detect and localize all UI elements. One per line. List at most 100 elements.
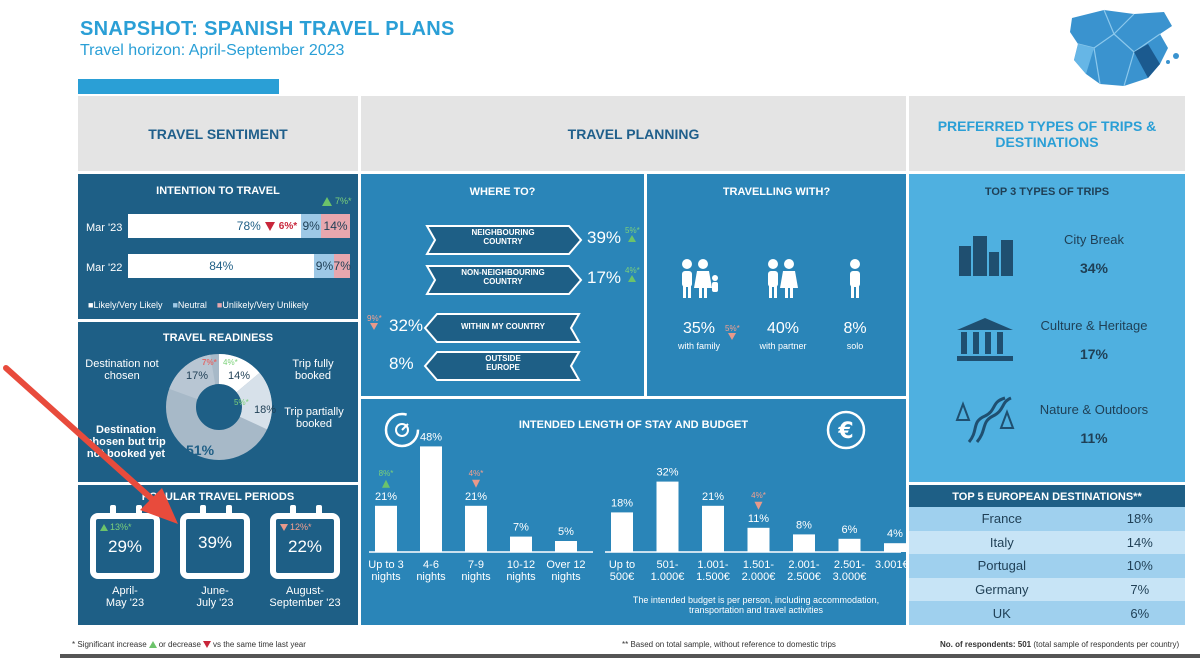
category-label: 501- bbox=[656, 559, 678, 571]
spain-map-icon bbox=[1070, 9, 1179, 87]
where-value: 39% bbox=[587, 228, 622, 247]
trip-label: Culture & Heritage bbox=[1040, 318, 1148, 333]
period-change: 12%* bbox=[280, 522, 312, 532]
clock-icon bbox=[384, 412, 420, 448]
period-label: April- May '23 bbox=[80, 585, 170, 609]
trip-value: 11% bbox=[1080, 430, 1108, 446]
label-fully-booked: Trip fully booked bbox=[292, 358, 334, 382]
with-change-value: 5%* bbox=[725, 324, 740, 333]
category-label: nights bbox=[551, 571, 581, 583]
stay-budget-chart: 21%8%*Up to 3nights48%4-6nights21%4%*7-9… bbox=[368, 431, 906, 583]
footer-based: ** Based on total sample, without refere… bbox=[622, 640, 836, 649]
with-label: with family bbox=[677, 341, 720, 351]
period-value: 29% bbox=[107, 537, 143, 556]
signpost-label: NON-NEIGHBOURING COUNTRY bbox=[433, 268, 573, 286]
period-label-line: September '23 bbox=[269, 597, 341, 609]
value-partially-booked: 18% bbox=[254, 404, 277, 416]
bar-unlikely: 14% bbox=[321, 214, 350, 238]
where-change-value: 4%* bbox=[625, 266, 640, 275]
destination-row: Portugal 10% bbox=[909, 554, 1185, 578]
category-label: Up to bbox=[609, 559, 635, 571]
destinations-title: TOP 5 EUROPEAN DESTINATIONS** bbox=[952, 491, 1142, 503]
down-triangle-icon bbox=[370, 323, 379, 330]
trip-value: 17% bbox=[1079, 346, 1109, 362]
where-change: 9%* bbox=[367, 314, 382, 330]
calendar-ring bbox=[200, 505, 206, 517]
legend-neutral: ■Neutral bbox=[172, 300, 207, 310]
couple-icon bbox=[768, 259, 798, 298]
budget-bar bbox=[702, 505, 724, 552]
donut-not-chosen bbox=[166, 354, 272, 460]
category-label: 500€ bbox=[610, 571, 634, 583]
nature-road-icon bbox=[955, 396, 1015, 443]
category-label: 3.000€ bbox=[833, 571, 867, 583]
readiness-donut bbox=[166, 354, 272, 460]
where-title: WHERE TO? bbox=[469, 186, 536, 198]
category-label: 4-6 bbox=[423, 559, 439, 571]
with-value: 35% bbox=[682, 320, 716, 337]
period-change: 13%* bbox=[100, 522, 132, 532]
bar-value-label: 32% bbox=[656, 467, 678, 479]
where-value: 8% bbox=[389, 354, 414, 373]
category-label: 1.500€ bbox=[696, 571, 730, 583]
section-header-preferred: PREFERRED TYPES OF TRIPS & DESTINATIONS bbox=[909, 96, 1185, 171]
up-triangle-icon bbox=[148, 641, 157, 648]
calendar-icon: 39% bbox=[180, 505, 250, 579]
legend-unlikely: ■Unlikely/Very Unlikely bbox=[216, 300, 309, 310]
value-not-chosen: 17% bbox=[186, 370, 209, 382]
stay-bar bbox=[510, 536, 532, 552]
destination-name: Italy bbox=[989, 534, 1014, 550]
with-change: 5%* bbox=[725, 324, 740, 340]
trips-title: TOP 3 TYPES OF TRIPS bbox=[984, 186, 1110, 198]
signpost-label-line: EUROPE bbox=[486, 363, 520, 372]
where-panel: WHERE TO? NEIGHBOURING COUNTRY 39% 5%* NON-N… bbox=[361, 174, 644, 396]
category-label: 2.000€ bbox=[742, 571, 776, 583]
down-triangle-icon bbox=[754, 501, 763, 510]
trips-panel: TOP 3 TYPES OF TRIPS City Break 34% Cult… bbox=[909, 174, 1185, 482]
classical-building-icon bbox=[957, 318, 1013, 361]
where-value: 32% bbox=[389, 316, 424, 335]
category-label: nights bbox=[371, 571, 401, 583]
city-buildings-icon bbox=[959, 236, 1013, 276]
stay-bar bbox=[465, 505, 487, 552]
readiness-change-c: 5%* bbox=[234, 398, 249, 407]
bar-value-label: 48% bbox=[420, 431, 442, 443]
category-label: nights bbox=[416, 571, 446, 583]
stay-bar bbox=[555, 541, 577, 552]
bar-value-label: 21% bbox=[465, 491, 487, 503]
signpost-label-line: NON-NEIGHBOURING bbox=[461, 268, 545, 277]
budget-bar bbox=[793, 534, 815, 552]
signpost-label: NEIGHBOURING COUNTRY bbox=[433, 228, 573, 246]
intention-title: INTENTION TO TRAVEL bbox=[156, 185, 280, 197]
destination-value: 18% bbox=[1126, 511, 1153, 527]
signpost-icon bbox=[425, 225, 583, 255]
budget-note: The intended budget is per person, inclu… bbox=[632, 595, 880, 615]
bar-neutral: 9% bbox=[301, 214, 322, 238]
footer-significance: * Significant increase or decrease vs th… bbox=[72, 640, 306, 649]
signpost-icon bbox=[423, 313, 581, 343]
with-panel: TRAVELLING WITH? 35% with family 5%* 40% wit… bbox=[647, 174, 906, 396]
up-triangle-icon bbox=[628, 275, 637, 282]
up-triangle-icon bbox=[100, 523, 108, 531]
destinations-panel: TOP 5 EUROPEAN DESTINATIONS** France 18% I… bbox=[909, 485, 1185, 625]
destination-name: France bbox=[981, 511, 1023, 527]
signpost-icon bbox=[423, 351, 581, 381]
bar-likely: 78% 6%* bbox=[128, 214, 302, 238]
signpost-icon bbox=[425, 265, 583, 295]
with-title: TRAVELLING WITH? bbox=[722, 186, 831, 198]
donut-fully-booked bbox=[166, 354, 272, 460]
budget-bar bbox=[884, 543, 906, 552]
label-not-chosen: Destination not chosen bbox=[85, 358, 159, 382]
intention-panel: INTENTION TO TRAVEL 7%* Mar '23 78% 6%* … bbox=[78, 174, 358, 319]
period-label-line: June- bbox=[201, 585, 229, 597]
where-change-value: 9%* bbox=[367, 314, 382, 323]
stay-title: INTENDED LENGTH OF STAY AND BUDGET bbox=[518, 419, 749, 431]
up-triangle-icon bbox=[322, 196, 332, 206]
where-change: 5%* bbox=[625, 226, 640, 242]
signpost-label-line: OUTSIDE bbox=[485, 354, 521, 363]
signpost-label-line: NEIGHBOURING bbox=[471, 228, 535, 237]
intention-top-change: 7%* bbox=[322, 196, 352, 206]
signpost-label-line: COUNTRY bbox=[483, 237, 523, 246]
label-partially-booked: Trip partially booked bbox=[284, 406, 344, 430]
signpost-label-line: COUNTRY bbox=[483, 277, 523, 286]
